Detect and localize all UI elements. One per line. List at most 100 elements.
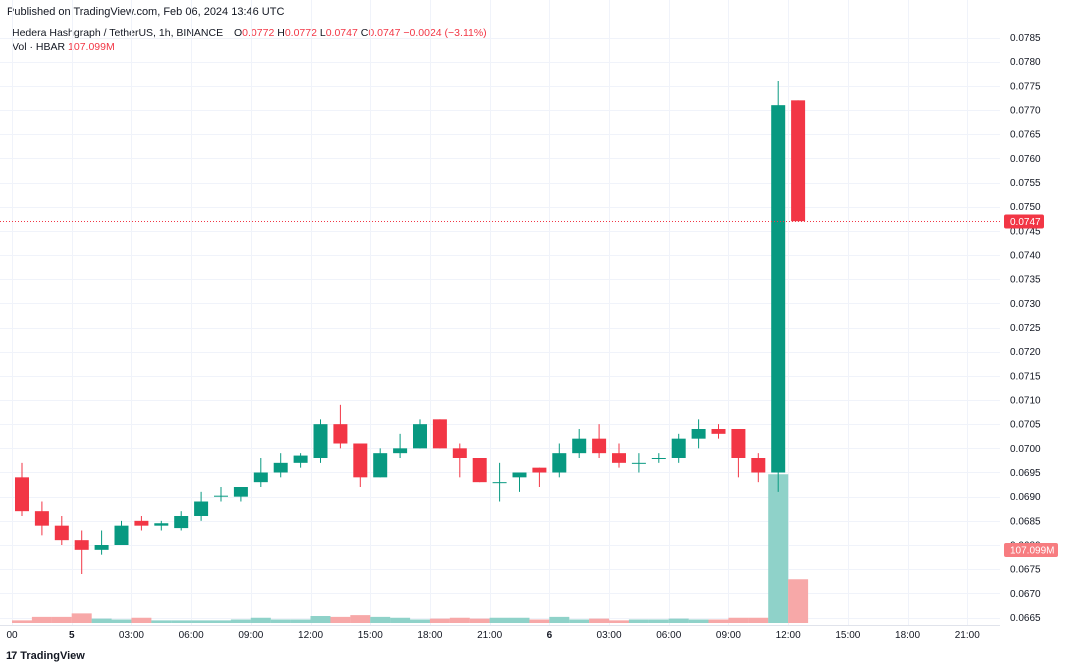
volume-value: 107.099M (68, 41, 115, 53)
x-tick-label: 06:00 (656, 630, 681, 641)
volume-bar (469, 618, 490, 623)
y-tick-label: 0.0785 (1010, 33, 1041, 44)
candle (612, 443, 626, 468)
price-badge: 0.0747 (1004, 214, 1044, 229)
y-tick-label: 0.0770 (1010, 106, 1041, 117)
candle (74, 530, 89, 574)
volume-bar (748, 617, 769, 623)
close-value: 0.0747 (368, 27, 401, 39)
volume-bar (71, 613, 92, 623)
candle (54, 516, 69, 545)
candle-body (134, 520, 149, 526)
y-tick-label: 0.0735 (1010, 275, 1041, 286)
price-axis[interactable]: 0.0785 0.0780 0.0775 0.0770 0.0765 0.0760 0.07… (1004, 33, 1058, 624)
candle-body (154, 523, 169, 526)
low-label: L (319, 27, 326, 39)
candle (592, 424, 607, 458)
candle-body (273, 462, 288, 473)
candle (432, 419, 447, 449)
volume-bar (310, 616, 331, 623)
volume-bar (529, 619, 550, 623)
volume-badge-label: 107.099M (1010, 546, 1054, 557)
y-tick-label: 0.0675 (1010, 565, 1041, 576)
volume-bar (250, 617, 271, 623)
volume-bar (489, 617, 510, 623)
candle (651, 453, 666, 463)
candle (34, 501, 49, 536)
candle (114, 520, 129, 545)
volume-row: Vol · HBAR 107.099M (12, 40, 487, 54)
candle-body (532, 467, 547, 473)
volume-bar (230, 619, 251, 623)
ohlc-row: Hedera Hashgraph / TetherUS, 1h, BINANCE… (12, 26, 487, 40)
candle (631, 453, 646, 473)
candle-body (751, 458, 766, 473)
x-tick-label: 15:00 (358, 630, 383, 641)
volume-bar (628, 619, 649, 623)
open-label: O (234, 27, 243, 39)
candle-body (651, 458, 666, 459)
volume-bar (151, 620, 172, 623)
volume-bar (290, 619, 311, 623)
candle-body (194, 501, 209, 516)
y-tick-label: 0.0720 (1010, 347, 1041, 358)
y-tick-label: 0.0775 (1010, 81, 1041, 92)
y-tick-label: 0.0730 (1010, 299, 1041, 310)
chart-legend: Hedera Hashgraph / TetherUS, 1h, BINANCE… (12, 26, 487, 54)
candle-body (54, 525, 69, 541)
x-tick-label: 09:00 (238, 630, 263, 641)
candle-body (233, 487, 248, 497)
candle-body (452, 448, 467, 458)
candle (751, 453, 766, 483)
x-tick-label: 09:00 (716, 630, 741, 641)
candle (15, 462, 29, 516)
candle-body (612, 453, 626, 463)
close-label: C (360, 27, 369, 39)
x-tick-label: 06:00 (179, 630, 204, 641)
volume-bar (589, 618, 610, 623)
candle (214, 487, 228, 502)
volume-bar (191, 620, 212, 623)
volume-bar (12, 620, 32, 623)
candle-body (353, 443, 368, 478)
x-tick-label: 12:00 (298, 630, 323, 641)
volume-bar (350, 615, 371, 623)
candle (532, 467, 547, 487)
x-tick-label: 18:00 (895, 630, 920, 641)
y-tick-label: 0.0740 (1010, 251, 1041, 262)
candle-body (333, 424, 348, 444)
candle (452, 443, 467, 478)
candle-body (731, 429, 746, 458)
candle (771, 81, 786, 492)
y-tick-label: 0.0765 (1010, 130, 1041, 141)
candle-body (432, 419, 447, 449)
time-axis[interactable]: 00 5 03:00 06:00 09:00 12:00 15:00 18:00 21:00 6 0… (6, 630, 980, 641)
volume-bar (728, 617, 749, 623)
candle (194, 491, 209, 521)
candle-body (691, 429, 706, 439)
volume-bar (91, 618, 112, 623)
volume-label[interactable]: Vol · HBAR (12, 41, 66, 53)
y-tick-label: 0.0760 (1010, 154, 1041, 165)
y-tick-label: 0.0755 (1010, 178, 1041, 189)
y-tick-label: 0.0750 (1010, 202, 1041, 213)
candle-body (94, 545, 109, 550)
candle (353, 443, 368, 487)
x-tick-label: 5 (69, 630, 75, 641)
open-value: 0.0772 (242, 27, 275, 39)
candle (413, 419, 427, 449)
candle-body (552, 453, 567, 473)
tradingview-logo-mark: 17 (6, 650, 17, 662)
symbol-label[interactable]: Hedera Hashgraph / TetherUS, 1h, BINANCE (12, 27, 224, 39)
candle (313, 419, 328, 463)
candle (711, 424, 726, 439)
volume-bar (171, 620, 192, 623)
tradingview-logo[interactable]: 17 TradingView (6, 650, 85, 662)
volume-bar (111, 619, 132, 623)
y-tick-label: 0.0705 (1010, 420, 1041, 431)
y-tick-label: 0.0700 (1010, 444, 1041, 455)
candle-body (174, 516, 189, 529)
tradingview-brand: TradingView (20, 650, 85, 662)
high-value: 0.0772 (284, 27, 317, 39)
